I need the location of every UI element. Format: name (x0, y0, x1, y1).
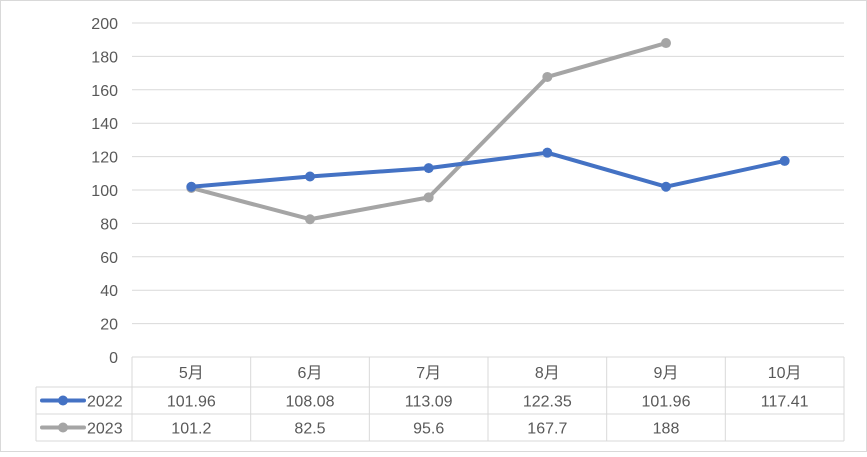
y-tick-label: 180 (91, 49, 118, 66)
x-tick-label: 9月 (654, 365, 679, 382)
data-table-cell: 122.35 (523, 394, 572, 411)
y-axis-ticks: 0 20 40 60 80 100 120 140 160 180 200 (91, 16, 118, 367)
x-tick-label: 5月 (179, 365, 204, 382)
x-tick-label: 10月 (768, 365, 802, 382)
data-point-2022 (186, 181, 197, 192)
data-point-2022 (661, 181, 671, 192)
y-tick-label: 120 (91, 150, 118, 167)
data-table-cell: 108.08 (286, 394, 335, 411)
data-point-2023 (661, 38, 671, 49)
y-tick-label: 80 (100, 216, 118, 233)
y-tick-label: 100 (91, 183, 118, 200)
data-point-2022 (305, 171, 315, 182)
y-tick-label: 140 (91, 116, 118, 133)
data-table-cell: 188 (653, 421, 680, 438)
legend-key-marker (58, 395, 68, 406)
y-tick-label: 60 (100, 250, 118, 267)
data-table-cell: 167.7 (527, 421, 567, 438)
gridlines (132, 22, 844, 325)
data-table-cell: 101.96 (642, 394, 691, 411)
y-tick-label: 160 (91, 83, 118, 100)
data-table-cell: 117.41 (761, 394, 809, 411)
data-table: 5月 6月 7月 8月 9月 10月 2022 101.96 108.08 113.09 122.3… (35, 356, 845, 442)
y-tick-label: 0 (109, 350, 118, 367)
data-table-cell: 101.96 (167, 394, 216, 411)
y-tick-label: 20 (100, 317, 118, 334)
legend-label: 2023 (87, 421, 123, 438)
data-table-cell: 95.6 (413, 421, 444, 438)
data-table-cell: 113.09 (405, 394, 453, 411)
y-tick-label: 200 (91, 16, 118, 33)
data-point-2022 (423, 163, 434, 174)
data-point-2023 (305, 214, 315, 225)
x-tick-label: 6月 (298, 365, 323, 382)
x-tick-label: 7月 (416, 365, 441, 382)
data-table-cell: 82.5 (294, 421, 325, 438)
series-line-2022 (189, 150, 787, 189)
data-point-2022 (779, 155, 790, 166)
data-point-2023 (542, 71, 553, 82)
y-tick-label: 40 (100, 283, 118, 300)
legend-key-marker (58, 422, 68, 433)
series-lines (186, 38, 790, 225)
data-point-2022 (542, 147, 553, 158)
x-tick-label: 8月 (535, 365, 560, 382)
legend-label: 2022 (87, 394, 123, 411)
data-table-cell: 101.2 (171, 421, 211, 438)
data-point-2023 (423, 192, 434, 203)
